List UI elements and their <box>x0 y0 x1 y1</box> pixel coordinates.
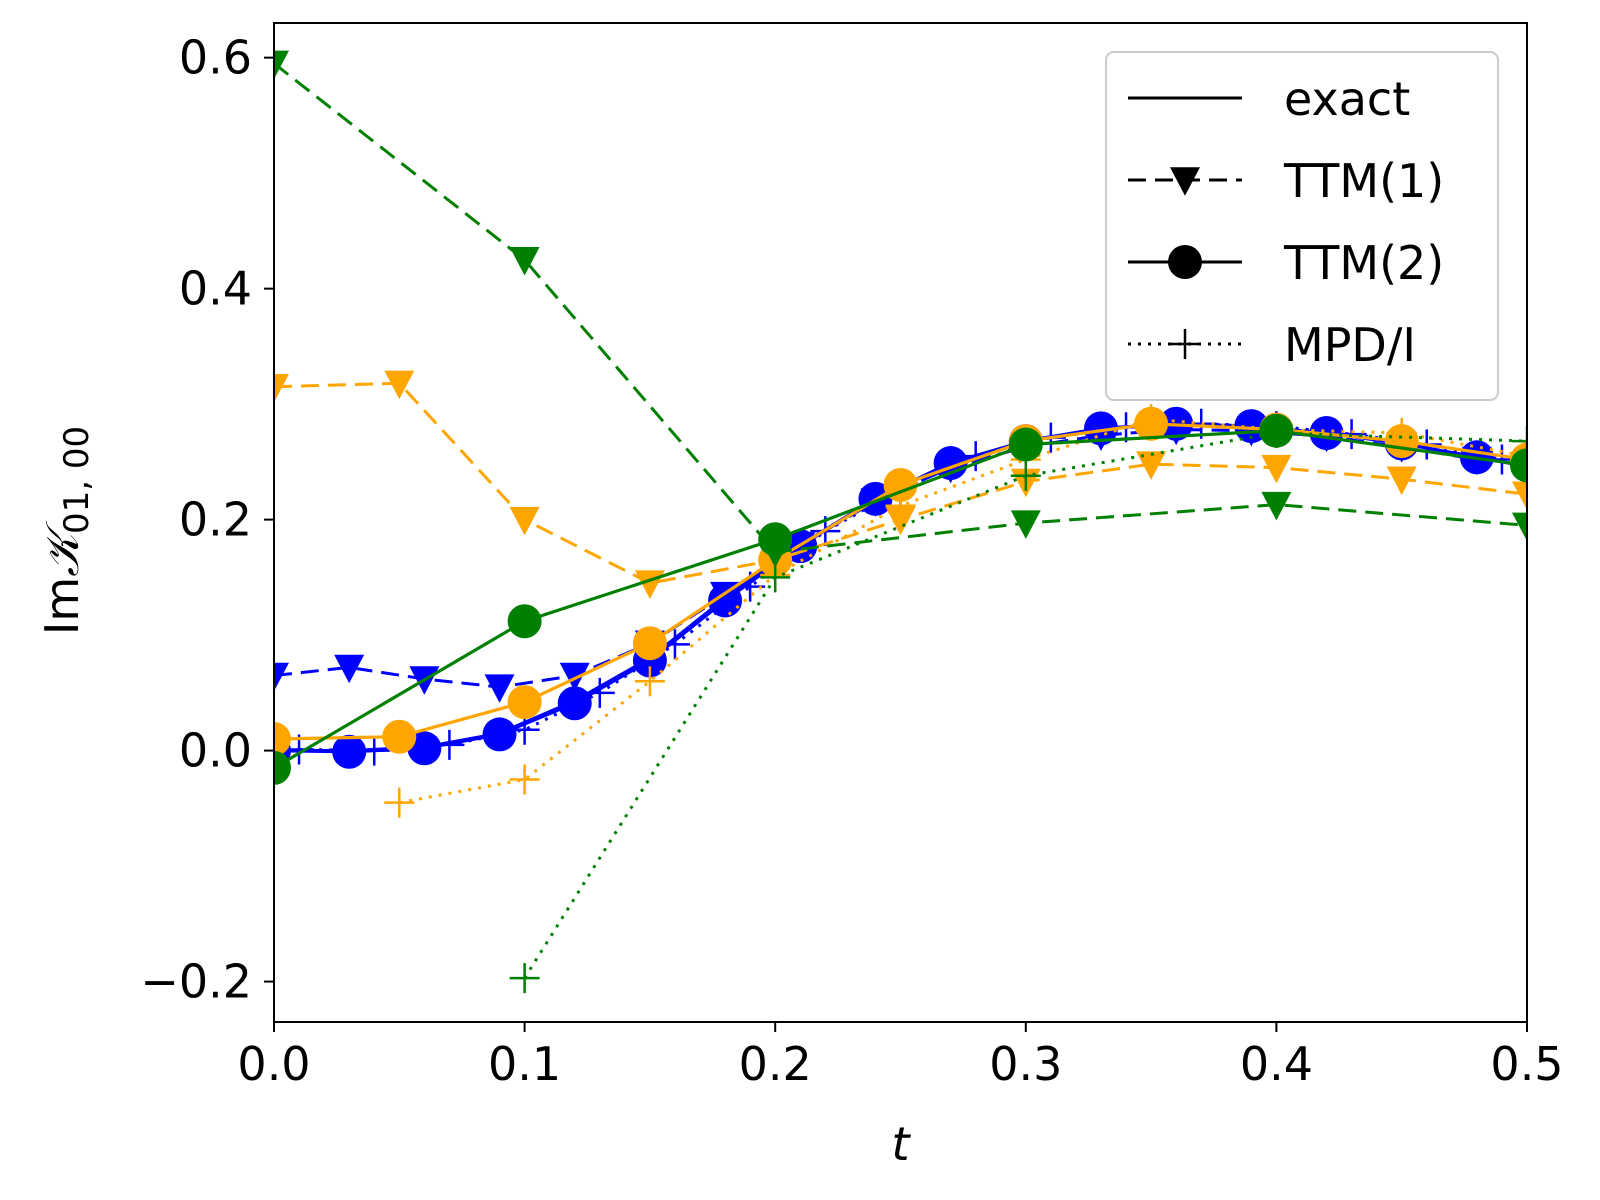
y-tick-label: 0.2 <box>179 493 252 547</box>
data-point <box>484 674 515 703</box>
data-point <box>382 719 417 754</box>
x-tick-label: 0.4 <box>1240 1037 1313 1091</box>
data-point <box>708 583 743 618</box>
series-mpd-i-green <box>509 417 1527 994</box>
data-point <box>509 247 540 276</box>
y-tick-label: −0.2 <box>140 955 252 1009</box>
data-point <box>334 654 365 684</box>
y-axis-label-subscript: 01, 00 <box>57 426 97 534</box>
legend-label: TTM(2) <box>1283 236 1444 290</box>
data-point <box>1136 451 1167 480</box>
series-line <box>274 422 1478 754</box>
data-point <box>274 750 291 785</box>
data-point <box>1008 427 1043 462</box>
data-point <box>1261 491 1292 521</box>
series-layer <box>274 50 1527 994</box>
data-point <box>509 764 540 795</box>
legend-marker <box>1170 167 1200 196</box>
legend-marker <box>1168 245 1202 279</box>
data-point <box>1010 460 1041 491</box>
data-point <box>332 734 367 769</box>
x-axis: 0.0 0.1 0.2 0.3 0.4 0.5 <box>237 1022 1564 1091</box>
y-tick-label: 0.0 <box>179 724 252 778</box>
legend-marker <box>1170 329 1200 359</box>
data-point <box>632 626 667 661</box>
data-point <box>885 506 916 536</box>
data-point <box>274 722 291 757</box>
legend-entry: exact <box>1128 72 1410 126</box>
data-point <box>1261 454 1292 484</box>
data-point <box>1261 417 1292 448</box>
legend-label: TTM(1) <box>1283 154 1444 208</box>
data-point <box>885 490 916 521</box>
data-point <box>634 666 665 697</box>
x-axis-label: t <box>891 1117 911 1171</box>
series-mpd-i-blue <box>284 408 1517 766</box>
series-ttm-1-blue <box>274 416 1492 703</box>
legend-entry: TTM(2) <box>1128 236 1444 290</box>
data-point <box>1136 404 1167 435</box>
data-point <box>509 963 540 994</box>
legend-label: MPD/I <box>1284 318 1416 372</box>
data-point <box>507 604 542 639</box>
y-axis-label-prefix: Im <box>35 577 89 635</box>
y-axis: −0.2 0.0 0.2 0.4 0.6 <box>140 31 274 1009</box>
data-point <box>1512 481 1527 510</box>
legend-label: exact <box>1284 72 1410 126</box>
legend-entry: MPD/I <box>1128 318 1416 372</box>
data-point <box>384 370 415 400</box>
y-axis-label: Im𝒦01, 00 <box>35 426 97 635</box>
data-point <box>509 714 540 745</box>
legend-box <box>1105 51 1499 401</box>
data-point <box>509 506 540 536</box>
data-point <box>557 686 592 721</box>
legend: exact TTM(1) TTM(2) MPD/I <box>1105 51 1499 401</box>
data-point <box>1510 448 1527 483</box>
data-point <box>1386 417 1417 448</box>
plot-frame <box>273 22 1528 1023</box>
data-point <box>274 374 289 403</box>
data-point <box>359 735 390 766</box>
legend-entry: TTM(1) <box>1128 154 1444 208</box>
series-line <box>399 417 1527 805</box>
data-point <box>434 729 465 760</box>
data-point <box>758 522 793 557</box>
data-point <box>274 662 289 692</box>
x-tick-label: 0.3 <box>989 1037 1062 1091</box>
data-point <box>1386 466 1417 495</box>
series-line <box>274 429 1527 770</box>
series-ttm-2-orange <box>274 406 1527 757</box>
series-ttm-2-blue <box>274 406 1494 769</box>
x-tick-label: 0.1 <box>488 1037 561 1091</box>
data-point <box>760 562 791 593</box>
x-tick-label: 0.0 <box>237 1037 310 1091</box>
series-line <box>523 431 1527 979</box>
data-point <box>1010 510 1041 539</box>
data-point <box>1512 426 1527 457</box>
y-tick-label: 0.4 <box>179 262 252 316</box>
x-tick-label: 0.2 <box>739 1037 812 1091</box>
data-point <box>1512 512 1527 542</box>
data-point <box>384 787 415 818</box>
y-tick-label: 0.6 <box>179 31 252 85</box>
data-point <box>274 50 289 80</box>
series-line <box>274 62 1527 554</box>
series-line <box>299 422 1503 753</box>
x-tick-label: 0.5 <box>1490 1037 1563 1091</box>
data-point <box>1083 411 1118 446</box>
data-point <box>507 685 542 720</box>
data-point <box>584 677 615 708</box>
